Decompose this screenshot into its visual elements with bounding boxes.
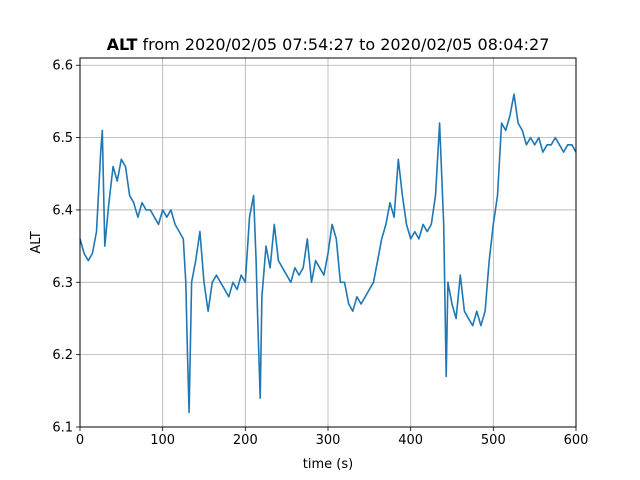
y-tick-label: 6.2 [52,348,73,363]
y-tick-label: 6.4 [52,203,73,218]
x-tick-label: 400 [398,433,423,448]
x-tick-label: 0 [76,433,84,448]
x-tick-label: 600 [564,433,589,448]
axis-ticks: 0 100 200 300 400 500 600 6.1 6.2 6.3 6.4 6.5 6.6 [52,59,588,448]
chart-title: ALT from 2020/02/05 07:54:27 to 2020/02/… [107,35,550,54]
gridlines [79,58,577,428]
x-tick-label: 300 [316,433,341,448]
chart-title-rest: from 2020/02/05 07:54:27 to 2020/02/05 0… [137,35,549,54]
x-axis-label: time (s) [303,457,353,472]
x-tick-label: 100 [150,433,175,448]
y-tick-label: 6.6 [52,59,73,74]
y-tick-label: 6.1 [52,421,73,436]
chart-title-bold: ALT [107,35,138,54]
series-layer [79,93,577,414]
y-tick-label: 6.3 [52,276,73,291]
x-tick-label: 500 [481,433,506,448]
y-axis-label: ALT [29,231,44,253]
y-tick-label: 6.5 [52,131,73,146]
series-line [79,93,577,414]
x-tick-label: 200 [233,433,258,448]
